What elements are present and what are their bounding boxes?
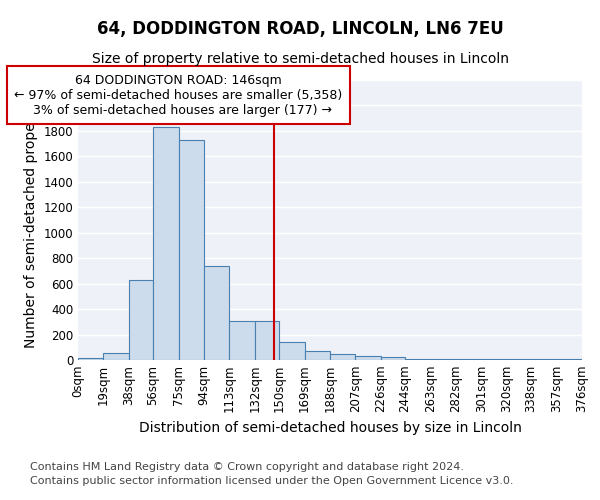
Bar bbox=[355, 356, 381, 360]
Text: Contains HM Land Registry data © Crown copyright and database right 2024.: Contains HM Land Registry data © Crown c… bbox=[30, 462, 464, 472]
Bar bbox=[255, 321, 279, 360]
Bar bbox=[279, 342, 305, 360]
Y-axis label: Number of semi-detached properties: Number of semi-detached properties bbox=[24, 92, 38, 348]
Bar bbox=[129, 280, 153, 360]
Text: 64, DODDINGTON ROAD, LINCOLN, LN6 7EU: 64, DODDINGTON ROAD, LINCOLN, LN6 7EU bbox=[97, 20, 503, 38]
Text: Contains public sector information licensed under the Open Government Licence v3: Contains public sector information licen… bbox=[30, 476, 514, 486]
Bar bbox=[204, 266, 229, 360]
Bar bbox=[229, 321, 255, 360]
Bar bbox=[153, 127, 179, 360]
Bar bbox=[405, 358, 431, 360]
Text: Size of property relative to semi-detached houses in Lincoln: Size of property relative to semi-detach… bbox=[91, 52, 509, 66]
Bar bbox=[456, 358, 481, 360]
Bar bbox=[557, 358, 582, 360]
Bar bbox=[179, 140, 204, 360]
Bar bbox=[305, 351, 330, 360]
Bar bbox=[431, 358, 456, 360]
Bar bbox=[330, 354, 355, 360]
Bar bbox=[381, 358, 405, 360]
X-axis label: Distribution of semi-detached houses by size in Lincoln: Distribution of semi-detached houses by … bbox=[139, 421, 521, 435]
Bar bbox=[78, 358, 103, 360]
Bar bbox=[103, 353, 129, 360]
Text: 64 DODDINGTON ROAD: 146sqm
← 97% of semi-detached houses are smaller (5,358)
  3: 64 DODDINGTON ROAD: 146sqm ← 97% of semi… bbox=[14, 74, 343, 117]
